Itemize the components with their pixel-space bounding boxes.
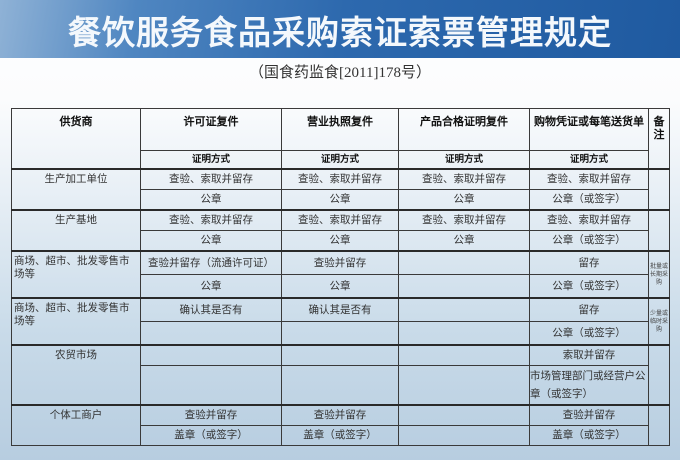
requirement-cell: 查验、索取并留存 [398,168,530,190]
table-row: 生产加工单位 查验、索取并留存 查验、索取并留存 查验、索取并留存 查验、索取并留存 [11,168,670,211]
subheader-cell: 证明方式 [529,150,649,170]
subheader-cell: 证明方式 [398,150,530,170]
requirement-cell: 公章 [281,274,399,299]
header-product-cert: 产品合格证明复件 [398,108,530,151]
requirement-cell: 查验、索取并留存 [281,209,399,231]
requirement-cell: 公章 [398,230,530,252]
requirement-cell: 盖章（或签字） [529,425,649,446]
requirement-cell: 查验并留存 [529,404,649,426]
subheader-cell: 证明方式 [281,150,399,170]
requirement-cell [398,404,530,426]
requirement-cell: 盖章（或签字） [281,425,399,446]
requirement-cell: 查验并留存 [281,250,399,275]
requirement-cell: 公章 [140,230,282,252]
supplier-cell: 生产加工单位 [11,168,141,211]
requirement-cell [398,365,530,406]
requirement-cell [140,365,282,406]
supplier-cell: 生产基地 [11,209,141,252]
requirement-cell: 查验、索取并留存 [140,168,282,190]
regulation-table: 供货商 许可证复件 营业执照复件 产品合格证明复件 购物凭证或每笔送货单 备注 … [11,108,670,446]
requirement-cell: 公章 [140,189,282,211]
table-row: 市场管理部门或经营户公章（或签字） [12,365,670,406]
requirement-cell: 查验、索取并留存 [529,209,649,231]
subheader-cell: 证明方式 [140,150,282,170]
requirement-cell: 公章 [140,274,282,299]
header-receipt: 购物凭证或每笔送货单 [529,108,649,151]
requirement-cell [398,321,530,346]
supplier-cell: 农贸市场 [11,344,141,406]
requirement-cell: 留存 [529,250,649,275]
requirement-cell: 索取并留存 [529,344,649,366]
header-remarks: 备注 [648,108,670,170]
supplier-cell: 个体工商户 [11,404,141,446]
requirement-cell: 留存 [529,297,649,322]
table-row: 公章（或签字） [12,321,670,346]
header-row: 供货商 许可证复件 营业执照复件 产品合格证明复件 购物凭证或每笔送货单 备注 [11,108,670,170]
table-row: 商场、超市、批发零售市场等 确认其是否有 确认其是否有 留存 少量或临时采购 [11,297,670,346]
remark-cell [648,404,670,446]
requirement-cell: 查验并留存 [281,404,399,426]
requirement-cell: 查验、索取并留存 [281,168,399,190]
remark-cell: 批量或长期采购 [648,250,670,299]
requirement-cell: 查验、索取并留存 [398,209,530,231]
requirement-cell [398,297,530,322]
requirement-cell: 公章（或签字） [529,274,649,299]
requirement-cell [398,425,530,446]
remark-cell: 少量或临时采购 [648,297,670,346]
requirement-cell [140,344,282,366]
remark-cell [648,344,670,406]
requirement-cell [398,344,530,366]
header-business-license: 营业执照复件 [281,108,399,151]
requirement-cell [281,344,399,366]
requirement-cell: 公章 [281,230,399,252]
table-row: 个体工商户 查验并留存 查验并留存 查验并留存 [11,404,670,446]
requirement-cell [281,365,399,406]
document-number: （国食药监食[2011]178号） [249,65,431,81]
subheader-row: 证明方式 证明方式 证明方式 证明方式 [12,150,670,170]
table-row: 商场、超市、批发零售市场等 查验并留存（流通许可证） 查验并留存 留存 批量或长期采购 [11,250,670,299]
requirement-cell: 市场管理部门或经营户公章（或签字） [529,365,649,406]
requirement-cell: 公章 [398,189,530,211]
requirement-cell: 公章（或签字） [529,321,649,346]
header-supplier: 供货商 [11,108,141,170]
requirement-cell: 盖章（或签字） [140,425,282,446]
requirement-cell: 查验、索取并留存 [140,209,282,231]
requirement-cell: 公章 [281,189,399,211]
table-row: 生产基地 查验、索取并留存 查验、索取并留存 查验、索取并留存 查验、索取并留存 [11,209,670,252]
requirement-cell: 公章（或签字） [529,230,649,252]
supplier-cell: 商场、超市、批发零售市场等 [11,297,141,346]
remark-cell [648,168,670,211]
requirement-cell: 公章（或签字） [529,189,649,211]
table-row: 公章 公章 公章（或签字） [12,274,670,299]
table-row: 农贸市场 索取并留存 [11,344,670,406]
title-banner: 餐饮服务食品采购索证索票管理规定 [0,0,680,58]
table-row: 盖章（或签字） 盖章（或签字） 盖章（或签字） [12,425,670,446]
table-row: 公章 公章 公章 公章（或签字） [12,189,670,211]
requirement-cell: 查验、索取并留存 [529,168,649,190]
requirement-cell [140,321,282,346]
requirement-cell [398,274,530,299]
supplier-cell: 商场、超市、批发零售市场等 [11,250,141,299]
requirement-cell [398,250,530,275]
remark-cell [648,209,670,252]
requirement-cell: 确认其是否有 [281,297,399,322]
requirement-cell: 查验并留存（流通许可证） [140,250,282,275]
header-license: 许可证复件 [140,108,282,151]
requirement-cell [281,321,399,346]
requirement-cell: 确认其是否有 [140,297,282,322]
requirement-cell: 查验并留存 [140,404,282,426]
page-title: 餐饮服务食品采购索证索票管理规定 [68,13,612,52]
